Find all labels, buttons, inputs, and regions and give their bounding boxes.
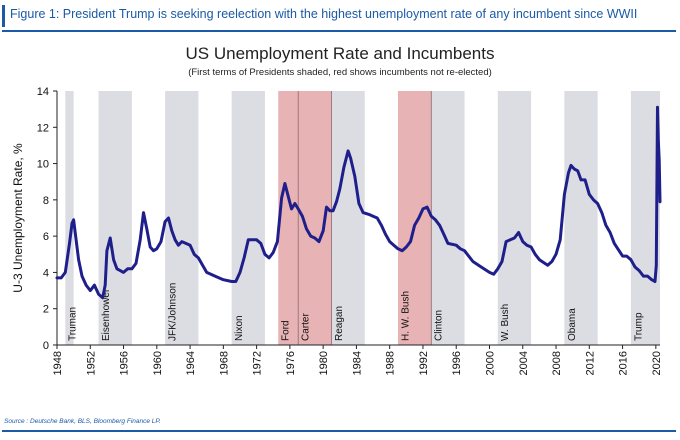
term-label: JFK/Johnson [168, 283, 179, 341]
x-tick-label: 2004 [518, 351, 530, 375]
x-tick-label: 1968 [218, 351, 230, 375]
term-label: Carter [301, 313, 312, 341]
x-tick-label: 1984 [351, 351, 363, 375]
term-shade-8 [398, 91, 432, 345]
series-layer [55, 105, 662, 300]
x-tick-label: 2012 [584, 351, 596, 375]
term-shade-4 [231, 91, 265, 345]
term-shade-11 [564, 91, 598, 345]
x-tick-label: 1948 [52, 351, 64, 375]
x-tick-label: 1996 [451, 351, 463, 375]
x-tick-label: 2008 [551, 351, 563, 375]
figure-header: Figure 1: President Trump is seeking ree… [2, 3, 676, 32]
x-tick-label: 1988 [385, 351, 397, 375]
y-tick-label: 14 [37, 86, 49, 98]
y-tick-label: 2 [43, 304, 49, 316]
term-label: Trump [633, 312, 644, 341]
source-note: Source : Deutsche Bank, BLS, Bloomberg F… [4, 418, 161, 425]
x-tick-label: 2020 [651, 351, 663, 375]
y-tick-label: 4 [43, 267, 49, 279]
y-tick-label: 12 [37, 122, 49, 134]
term-shade-3 [165, 91, 199, 345]
term-label: Reagan [334, 306, 345, 341]
term-label: Nixon [234, 315, 245, 341]
x-tick-label: 2000 [484, 351, 496, 375]
term-label: Obama [567, 308, 578, 341]
figure-title: Figure 1: President Trump is seeking ree… [10, 7, 638, 21]
term-label: Truman [68, 307, 79, 341]
x-tick-label: 1992 [418, 351, 430, 375]
term-shade-2 [98, 91, 132, 345]
term-label: W. Bush [500, 304, 511, 341]
chart-title: US Unemployment Rate and Incumbents [185, 44, 495, 63]
y-tick-label: 6 [43, 231, 49, 243]
chart-subtitle: (First terms of Presidents shaded, red s… [188, 67, 492, 78]
term-label: H. W. Bush [400, 291, 411, 341]
term-shade-5 [278, 91, 299, 345]
axes-layer: 0 2 4 6 8 10 12 14 1948 1952 1956 1960 1964 1968 1972 1… [11, 86, 663, 375]
x-tick-label: 1976 [285, 351, 297, 375]
x-tick-label: 1980 [318, 351, 330, 375]
term-shade-9 [431, 91, 465, 345]
x-tick-label: 1956 [119, 351, 131, 375]
term-labels-layer: Truman Eisenhower JFK/Johnson Nixon Ford Cart… [68, 283, 645, 341]
header-accent-bar [2, 5, 5, 27]
footer-rule [2, 430, 676, 432]
y-axis-title: U-3 Unemployment Rate, % [11, 143, 25, 293]
term-shade-10 [497, 91, 532, 345]
x-tick-label: 2016 [618, 351, 630, 375]
x-tick-label: 1972 [252, 351, 264, 375]
term-shade-7 [331, 91, 365, 345]
unemployment-rate-line [55, 105, 662, 300]
term-shade-1 [65, 91, 74, 345]
y-tick-label: 8 [43, 195, 49, 207]
term-label: Clinton [434, 310, 445, 341]
y-tick-label: 0 [43, 340, 49, 352]
x-tick-label: 1964 [185, 351, 197, 375]
term-label: Eisenhower [101, 288, 112, 341]
term-label: Ford [281, 320, 292, 341]
x-tick-label: 1952 [85, 351, 97, 375]
x-tick-label: 1960 [152, 351, 164, 375]
term-shading-layer [65, 91, 660, 345]
term-shade-12 [630, 91, 660, 345]
y-tick-label: 10 [37, 159, 49, 171]
